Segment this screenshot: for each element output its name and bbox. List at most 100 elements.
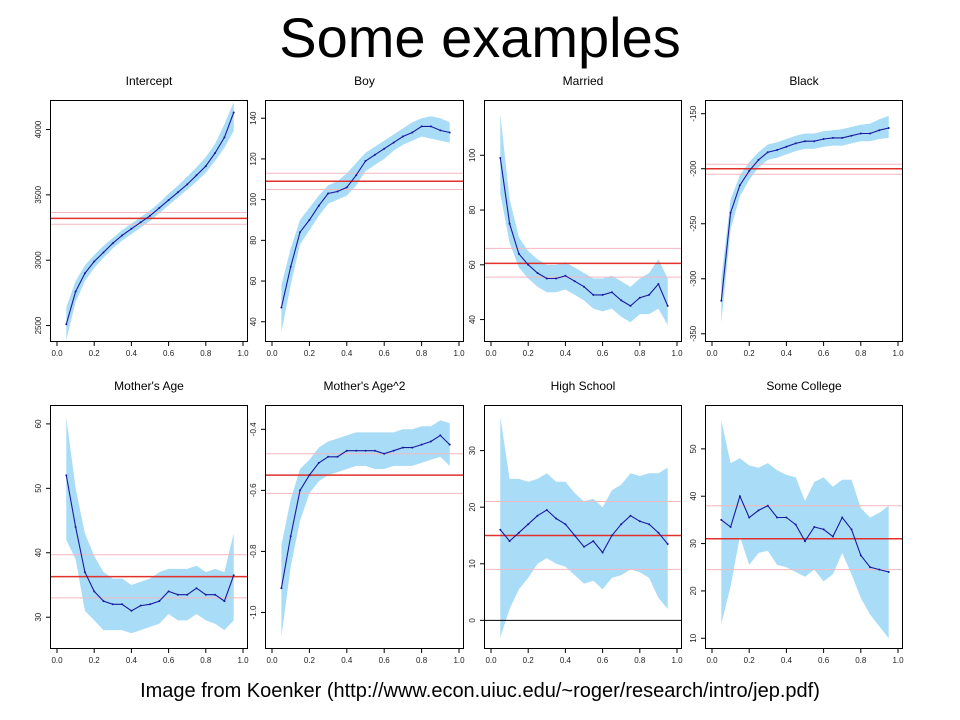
x-tick-label: 0.6 xyxy=(163,349,175,358)
y-tick-label: 80 xyxy=(249,235,258,244)
y-tick-label: 3500 xyxy=(34,185,43,203)
data-point xyxy=(887,127,890,129)
data-point xyxy=(392,141,395,144)
confidence-band xyxy=(500,416,668,638)
panel-title: High School xyxy=(551,379,616,393)
y-tick-label: 100 xyxy=(249,192,258,206)
data-point xyxy=(204,165,207,168)
data-point xyxy=(149,603,151,606)
confidence-band xyxy=(721,420,889,639)
data-point xyxy=(776,149,779,151)
x-tick-label: 0.6 xyxy=(379,656,391,665)
x-tick-label: 0.4 xyxy=(560,349,572,358)
data-point xyxy=(392,449,395,452)
y-tick-label: 40 xyxy=(468,315,477,324)
panel-title: Intercept xyxy=(126,74,173,88)
data-point xyxy=(564,523,567,526)
data-point xyxy=(364,160,367,162)
chart-svg: High School 0.0 0.2 0.4 0.6 0.8 1.0 0 10 20 30 xyxy=(468,379,683,665)
chart-panel: Some College 0.0 0.2 0.4 0.6 0.8 1.0 10 20 30 40 50 xyxy=(689,379,904,665)
data-point xyxy=(83,571,86,574)
data-point xyxy=(345,186,348,189)
x-tick-label: 0.2 xyxy=(744,349,756,358)
data-point xyxy=(401,135,404,138)
data-point xyxy=(620,523,623,526)
data-point xyxy=(729,211,732,214)
quantile-line xyxy=(720,127,889,301)
data-point xyxy=(214,152,217,154)
panel-title: Mother's Age^2 xyxy=(324,379,406,393)
data-point xyxy=(592,293,595,296)
data-point xyxy=(638,520,641,523)
data-point xyxy=(93,590,96,593)
data-point xyxy=(186,183,189,186)
y-tick-label: 50 xyxy=(34,483,43,492)
x-tick-label: 1.0 xyxy=(453,656,465,665)
data-point xyxy=(195,174,198,177)
plot-frame xyxy=(50,100,248,342)
data-point xyxy=(757,509,760,512)
x-tick-label: 0.6 xyxy=(818,656,830,665)
plot-frame xyxy=(265,405,464,649)
y-tick-label: 10 xyxy=(689,633,698,642)
data-point xyxy=(776,516,779,519)
x-tick-label: 0.8 xyxy=(855,656,867,665)
x-tick-label: 0.2 xyxy=(89,656,101,665)
chart-svg: Intercept 0.0 0.2 0.4 0.6 0.8 1.0 2500 3000 3500 4… xyxy=(34,74,249,358)
x-tick-label: 0.6 xyxy=(379,349,391,358)
data-point xyxy=(223,136,226,139)
chart-svg: Married 0.0 0.2 0.4 0.6 0.8 1.0 40 60 80 100 xyxy=(468,74,683,358)
data-point xyxy=(813,140,816,143)
data-point xyxy=(610,291,613,294)
x-tick-label: 0.2 xyxy=(304,349,316,358)
x-tick-label: 0.4 xyxy=(781,349,793,358)
data-point xyxy=(102,600,105,603)
data-point xyxy=(411,446,414,449)
data-point xyxy=(748,516,751,519)
data-point xyxy=(364,449,367,452)
data-point xyxy=(93,260,96,263)
data-point xyxy=(564,274,567,277)
data-point xyxy=(317,461,320,464)
y-tick-label: 40 xyxy=(249,317,258,326)
chart-svg: Mother's Age^2 0.0 0.2 0.4 0.6 0.8 1.0 -1.0 -0.8… xyxy=(249,379,465,665)
x-tick-label: 0.8 xyxy=(416,656,428,665)
data-point xyxy=(620,299,623,302)
data-point xyxy=(610,534,613,537)
x-tick-label: 0.0 xyxy=(266,349,278,358)
plot-frame xyxy=(50,405,248,649)
x-tick-label: 0.6 xyxy=(597,349,609,358)
data-point xyxy=(204,593,207,596)
data-point xyxy=(666,543,669,545)
data-point xyxy=(195,587,198,590)
data-point xyxy=(65,474,68,477)
y-tick-label: 60 xyxy=(249,276,258,285)
data-point xyxy=(149,214,151,217)
data-point xyxy=(869,132,872,135)
data-point xyxy=(186,593,189,596)
data-point xyxy=(158,206,161,209)
plot-frame xyxy=(705,405,903,649)
x-tick-label: 0.6 xyxy=(163,656,175,665)
x-tick-label: 0.8 xyxy=(200,656,212,665)
data-point xyxy=(601,293,604,296)
y-tick-label: 100 xyxy=(468,148,477,162)
x-tick-label: 0.6 xyxy=(597,656,609,665)
chart-svg: Black 0.0 0.2 0.4 0.6 0.8 1.0 -350 -300 -250 -200 -… xyxy=(689,74,904,358)
x-tick-label: 0.4 xyxy=(560,656,572,665)
data-point xyxy=(738,495,741,498)
data-point xyxy=(878,568,881,571)
data-point xyxy=(439,434,442,437)
y-tick-label: 30 xyxy=(468,446,477,455)
data-point xyxy=(878,129,881,132)
data-point xyxy=(583,285,585,288)
x-tick-label: 0.2 xyxy=(523,349,535,358)
data-point xyxy=(638,296,641,299)
x-tick-label: 1.0 xyxy=(237,349,249,358)
data-point xyxy=(289,265,292,268)
x-tick-label: 0.4 xyxy=(341,656,353,665)
x-tick-label: 1.0 xyxy=(453,349,465,358)
data-point xyxy=(555,517,558,520)
x-tick-label: 0.2 xyxy=(744,656,756,665)
